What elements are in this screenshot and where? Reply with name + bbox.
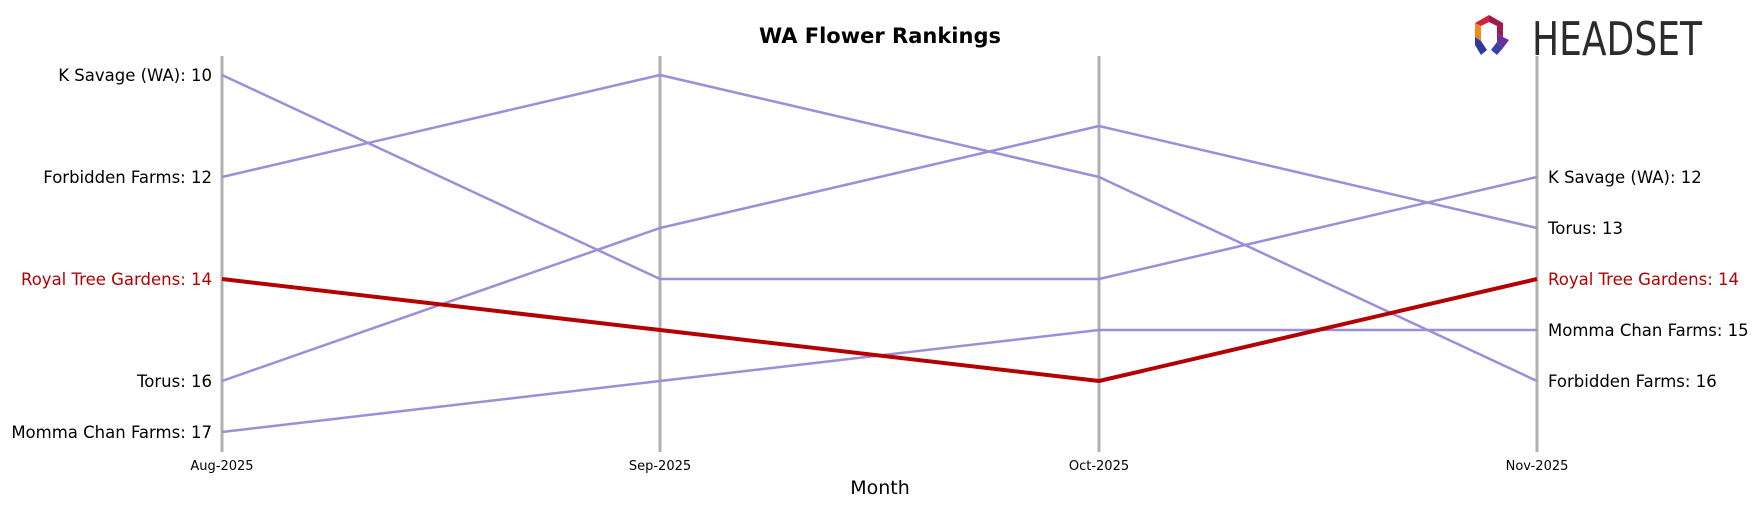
x-tick-label: Oct-2025 [1069,459,1129,474]
gridlines [220,56,1539,452]
headset-logo: HEADSET [1475,12,1703,66]
series-line-k-savage-wa [221,73,1538,281]
left-rank-label: Momma Chan Farms: 17 [11,423,212,442]
left-rank-label: Forbidden Farms: 12 [43,168,212,187]
left-rank-label: K Savage (WA): 10 [58,66,212,85]
series-line-momma-chan-farms [221,328,1537,434]
chart-title: WA Flower Rankings [759,24,1001,48]
series-line-royal-tree-gardens [221,277,1538,383]
headset-logo-icon [1475,15,1509,55]
x-tick-label: Sep-2025 [629,459,691,474]
left-rank-label: Royal Tree Gardens: 14 [21,270,212,289]
series-lines [221,73,1538,434]
right-rank-label: Forbidden Farms: 16 [1548,372,1717,391]
right-rank-label: K Savage (WA): 12 [1548,168,1702,187]
x-tick-label: Nov-2025 [1506,459,1569,474]
rank-labels: K Savage (WA): 10 Forbidden Farms: 12 Roya… [11,66,1748,442]
right-rank-label: Royal Tree Gardens: 14 [1548,270,1739,289]
headset-logo-text: HEADSET [1532,12,1703,66]
series-line-forbidden-farms [221,73,1538,383]
right-rank-label: Momma Chan Farms: 15 [1548,321,1749,340]
x-axis-label: Month [850,477,910,499]
x-tick-label: Aug-2025 [190,459,253,474]
right-rank-label: Torus: 13 [1547,219,1623,238]
left-rank-label: Torus: 16 [136,372,212,391]
series-line-torus [221,124,1538,383]
x-tick-labels: Aug-2025 Sep-2025 Oct-2025 Nov-2025 [190,459,1568,474]
